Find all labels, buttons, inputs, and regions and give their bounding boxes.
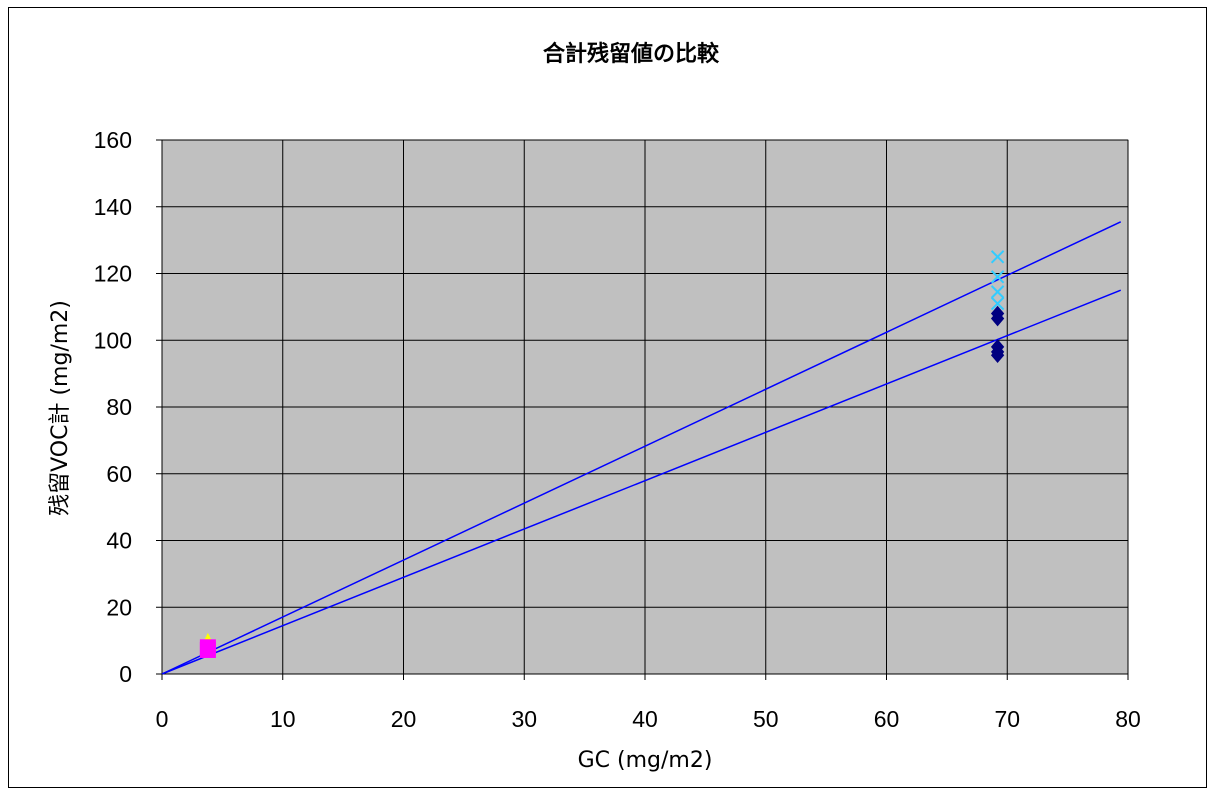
y-tick-label: 100	[94, 327, 132, 353]
diamond-point	[990, 347, 1005, 364]
x-point-stroke	[990, 285, 1005, 299]
x-point	[990, 250, 1005, 264]
x-tick-label: 20	[391, 706, 417, 732]
y-tick-label: 140	[94, 194, 132, 220]
y-tick-label: 80	[106, 394, 132, 420]
y-tick-label: 60	[106, 461, 132, 487]
x-axis-ticks: 0 10 20 30 40 50 60 70 80	[156, 674, 1141, 732]
y-axis-title: 残留VOC計 (mg/m2)	[48, 300, 73, 516]
x-point	[990, 285, 1005, 299]
chart-frame: 合計残留値の比較 0 10 20 30 40 50 60 70 80 0 20 40 60 80 100 1…	[8, 7, 1207, 788]
x-axis-title: GC (mg/m2)	[578, 748, 713, 773]
y-tick-label: 0	[119, 661, 132, 687]
chart-title: 合計残留値の比較	[543, 41, 720, 67]
y-tick-label: 120	[94, 261, 132, 287]
y-tick-label: 160	[94, 127, 132, 153]
square-point	[199, 641, 216, 658]
diamond-point	[990, 310, 1005, 327]
x-tick-label: 80	[1115, 706, 1141, 732]
x-tick-label: 30	[511, 706, 537, 732]
x-point	[990, 270, 1005, 284]
trend-line	[161, 221, 1122, 675]
x-tick-label: 60	[874, 706, 900, 732]
x-tick-label: 70	[994, 706, 1020, 732]
x-point	[990, 296, 1005, 311]
y-axis-ticks: 0 20 40 60 80 100 120 140 160	[94, 127, 162, 687]
x-tick-label: 50	[753, 706, 779, 732]
x-tick-label: 10	[270, 706, 296, 732]
x-point-stroke	[990, 250, 1005, 264]
scatter-chart: 合計残留値の比較 0 10 20 30 40 50 60 70 80 0 20 40 60 80 100 1…	[48, 41, 1141, 773]
trend-line	[161, 289, 1122, 675]
y-tick-label: 40	[106, 528, 132, 554]
x-point-stroke	[990, 270, 1005, 284]
trend-lines	[161, 221, 1122, 675]
data-points	[199, 250, 1005, 658]
x-tick-label: 40	[632, 706, 658, 732]
y-tick-label: 20	[106, 594, 132, 620]
x-point-stroke	[990, 296, 1005, 311]
x-tick-label: 0	[156, 706, 169, 732]
